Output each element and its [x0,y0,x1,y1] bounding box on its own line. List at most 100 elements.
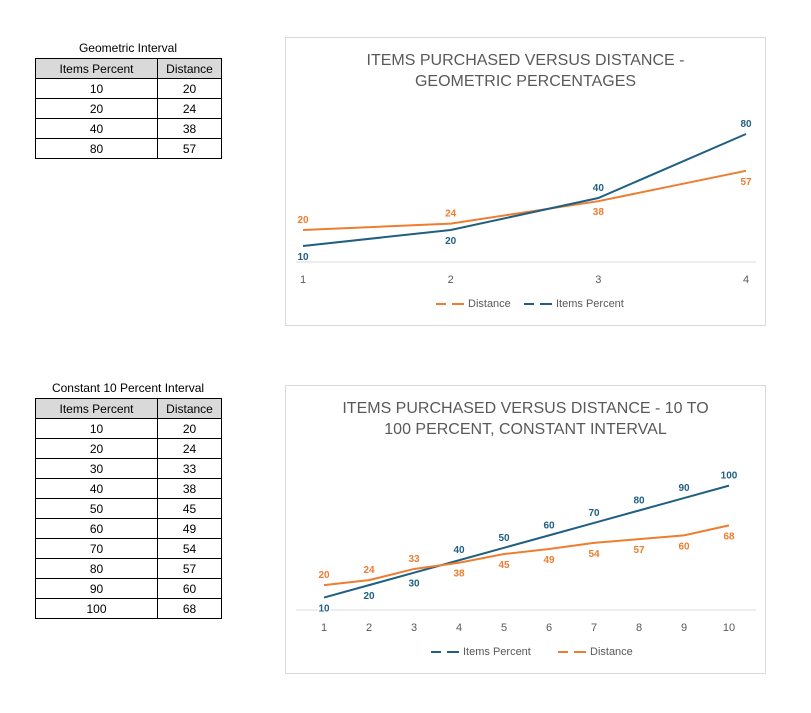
column-header: Items Percent [35,58,158,79]
legend-item[interactable]: Items Percent [524,298,624,310]
data-label: 57 [740,177,752,188]
title-line: ITEMS PURCHASED VERSUS DISTANCE - 10 TO [342,400,709,417]
x-tick-label: 5 [501,622,507,634]
data-label: 10 [318,604,330,615]
table-row: 10 20 [35,78,222,99]
x-tick-label: 4 [743,274,749,286]
table-cell: 38 [157,118,222,139]
header-row: Items Percent Distance [35,58,222,79]
data-label: 100 [721,471,738,482]
legend-label: Distance [468,298,511,310]
table-row: 40 38 [35,118,222,139]
data-label: 57 [633,545,645,556]
table-cell: 80 [35,558,158,579]
column-header: Items Percent [35,398,158,419]
legend-item[interactable]: Distance [558,646,633,658]
x-tick-label: 2 [448,274,454,286]
data-label: 54 [588,549,600,560]
data-label: 38 [593,207,605,218]
data-label: 49 [543,555,555,566]
legend-line-icon [436,303,464,305]
table-row: 100 68 [35,598,222,619]
table1-title: Geometric Interval [78,41,178,55]
x-tick-label: 6 [546,622,552,634]
x-tick-label: 3 [595,274,601,286]
table-cell: 60 [35,518,158,539]
data-label: 90 [678,483,690,494]
table-cell: 30 [35,458,158,479]
table-cell: 45 [157,498,222,519]
legend-label: Items Percent [556,298,624,310]
table-cell: 49 [157,518,222,539]
header-row: Items Percent Distance [35,398,222,419]
x-tick-label: 10 [723,622,735,634]
table-cell: 68 [157,598,222,619]
table-cell: 20 [35,438,158,459]
legend-label: Items Percent [463,646,531,658]
data-label: 20 [318,570,330,581]
table-cell: 57 [157,138,222,159]
x-tick-label: 7 [591,622,597,634]
table-row: 20 24 [35,438,222,459]
x-tick-label: 2 [366,622,372,634]
data-label: 60 [678,541,690,552]
title-line: GEOMETRIC PERCENTAGES [414,73,637,90]
x-tick-label: 1 [300,274,306,286]
legend-label: Distance [590,646,633,658]
table-cell: 100 [35,598,158,619]
data-label: 24 [363,565,375,576]
table-cell: 20 [157,418,222,439]
x-tick-label: 9 [681,622,687,634]
data-label: 40 [453,545,465,556]
series-line-items-percent[interactable] [302,133,747,247]
x-tick-label: 1 [321,622,327,634]
table-cell: 70 [35,538,158,559]
data-label: 40 [593,183,605,194]
data-label: 20 [297,215,309,226]
legend-item[interactable]: Items Percent [431,646,531,658]
table-cell: 40 [35,478,158,499]
title-line: ITEMS PURCHASED VERSUS DISTANCE - [366,52,685,69]
table-cell: 10 [35,78,158,99]
series-line-items-percent[interactable] [323,484,730,599]
legend-line-icon [431,651,459,653]
x-tick-label: 4 [456,622,462,634]
table-row: 20 24 [35,98,222,119]
series-line-distance[interactable] [302,169,747,231]
chart-title: ITEMS PURCHASED VERSUS DISTANCE - GEOMETR… [286,50,765,92]
data-label: 50 [498,533,510,544]
table-cell: 90 [35,578,158,599]
data-label: 60 [543,520,555,531]
table-row: 50 45 [35,498,222,519]
chart-geometric[interactable]: ITEMS PURCHASED VERSUS DISTANCE - GEOMETR… [285,37,766,326]
table-cell: 57 [157,558,222,579]
table-cell: 24 [157,98,222,119]
data-label: 20 [363,591,375,602]
table-row: 90 60 [35,578,222,599]
column-header: Distance [157,58,222,79]
x-tick-label: 3 [411,622,417,634]
data-label: 30 [408,579,420,590]
table-cell: 50 [35,498,158,519]
table-cell: 40 [35,118,158,139]
chart-title: ITEMS PURCHASED VERSUS DISTANCE - 10 TO 1… [286,398,765,440]
data-label: 33 [408,554,420,565]
title-line: 100 PERCENT, CONSTANT INTERVAL [384,421,667,438]
table-cell: 10 [35,418,158,439]
series-line-distance[interactable] [323,524,730,587]
table-row: 30 33 [35,458,222,479]
data-label: 80 [633,495,645,506]
legend-item[interactable]: Distance [436,298,511,310]
table2-title: Constant 10 Percent Interval [51,381,205,395]
table-cell: 33 [157,458,222,479]
legend-line-icon [558,651,586,653]
table-cell: 54 [157,538,222,559]
table-cell: 20 [157,78,222,99]
table-cell: 80 [35,138,158,159]
table-row: 60 49 [35,518,222,539]
data-label: 68 [723,531,735,542]
plot-area: 1 2 3 4 20 24 38 57 10 20 40 80 [296,118,756,286]
column-header: Distance [157,398,222,419]
chart-constant[interactable]: ITEMS PURCHASED VERSUS DISTANCE - 10 TO 1… [285,385,766,674]
